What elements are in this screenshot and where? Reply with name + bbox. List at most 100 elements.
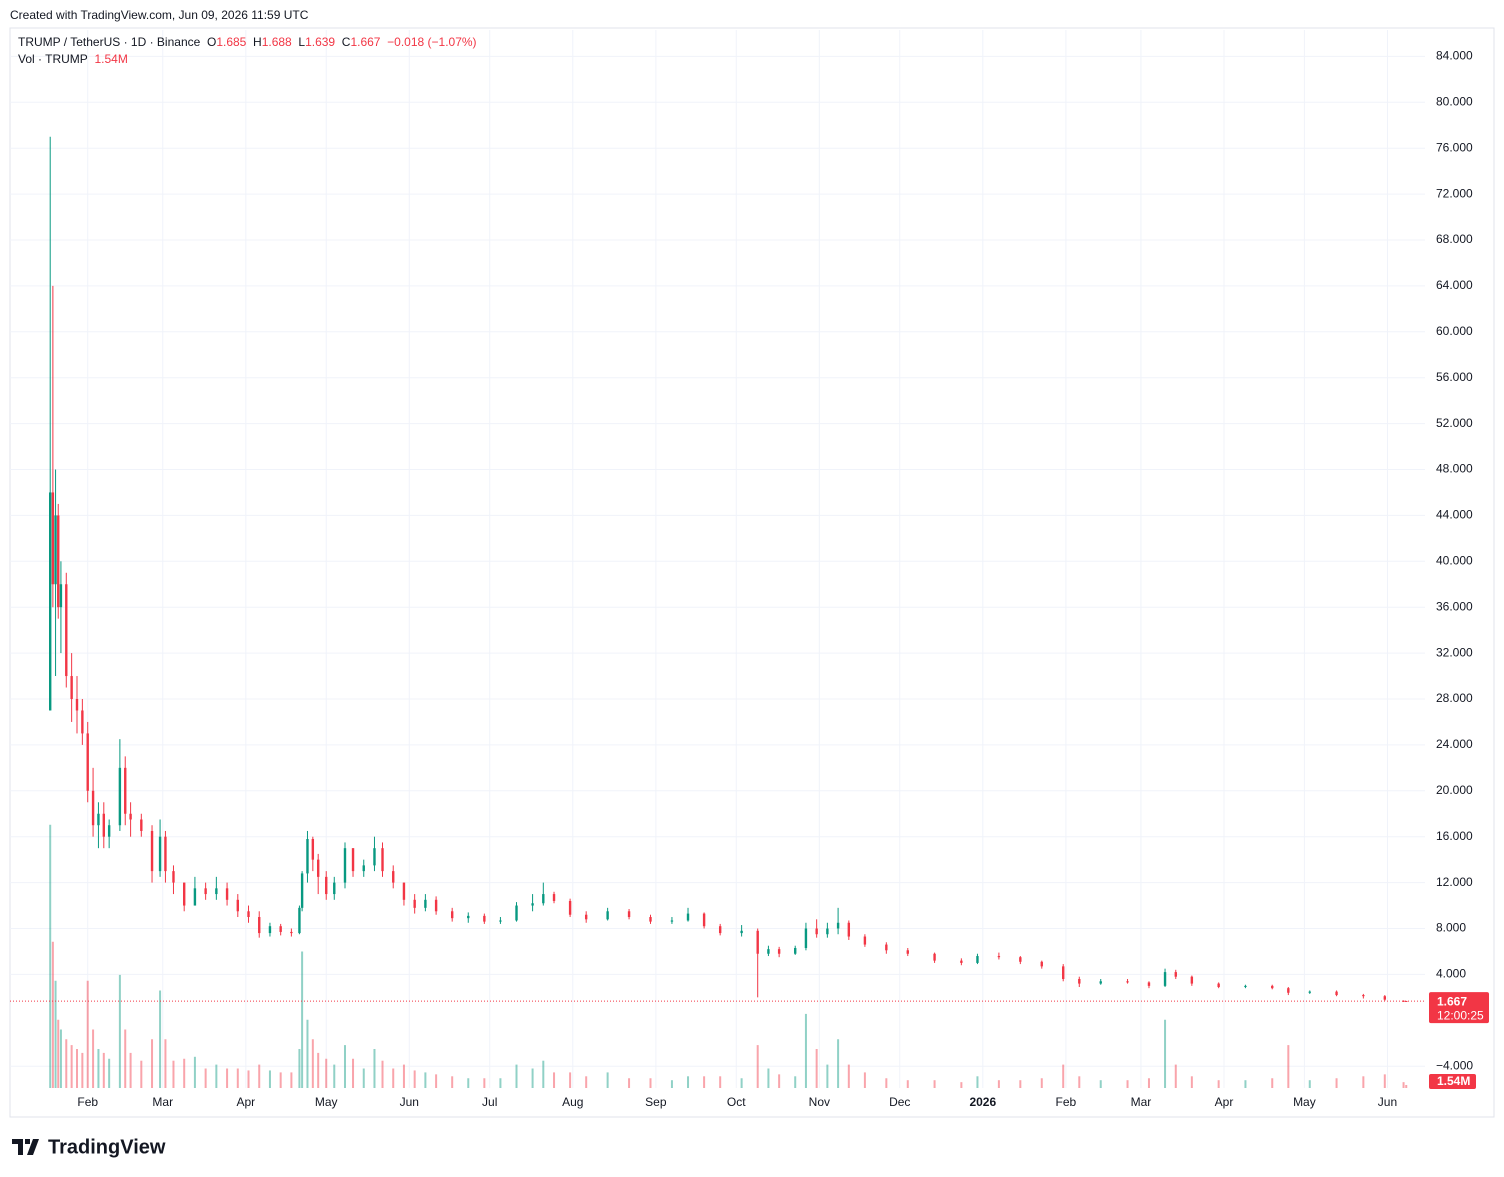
volume-bar bbox=[402, 1064, 405, 1088]
candle-body bbox=[140, 819, 143, 831]
candle-body bbox=[225, 888, 229, 900]
volume-bar bbox=[51, 941, 54, 1088]
y-tick-label: 40.000 bbox=[1436, 553, 1473, 567]
y-tick-label: 24.000 bbox=[1436, 737, 1473, 751]
volume-bar bbox=[1190, 1076, 1193, 1088]
candle-body bbox=[1174, 972, 1177, 977]
candle-body bbox=[129, 813, 132, 820]
candle-body bbox=[118, 767, 122, 826]
x-tick-label: Mar bbox=[152, 1095, 173, 1109]
countdown: 12:00:25 bbox=[1437, 1008, 1484, 1022]
volume-bar bbox=[392, 1068, 395, 1088]
volume-bar bbox=[1287, 1045, 1290, 1088]
volume-bar bbox=[306, 1019, 309, 1088]
volume-bar bbox=[606, 1072, 609, 1088]
y-tick-label: 72.000 bbox=[1436, 186, 1473, 200]
volume-bar bbox=[1078, 1076, 1081, 1088]
x-tick-label: Oct bbox=[727, 1095, 746, 1109]
candle-body bbox=[499, 920, 502, 922]
candle-body bbox=[450, 911, 454, 919]
y-tick-label: 56.000 bbox=[1436, 370, 1473, 384]
candle-body bbox=[48, 492, 52, 711]
volume-bar bbox=[863, 1072, 866, 1088]
x-tick-label: Nov bbox=[809, 1095, 830, 1109]
candle-body bbox=[124, 767, 127, 814]
volume-bar bbox=[976, 1076, 979, 1088]
candle-body bbox=[777, 949, 781, 954]
volume-bar bbox=[124, 1029, 127, 1088]
x-tick-label: Dec bbox=[889, 1095, 910, 1109]
volume-bar bbox=[97, 1049, 100, 1088]
candle-body bbox=[1126, 981, 1129, 983]
candle-body bbox=[413, 899, 416, 908]
candle-body bbox=[836, 922, 840, 929]
volume-bar bbox=[108, 1058, 111, 1088]
candle-body bbox=[57, 515, 60, 608]
candle-body bbox=[686, 913, 690, 921]
x-tick-label: Jun bbox=[1378, 1095, 1397, 1109]
volume-bar bbox=[118, 974, 121, 1088]
volume-bar bbox=[311, 1039, 314, 1088]
x-tick-label: 2026 bbox=[969, 1095, 996, 1109]
candle-body bbox=[960, 960, 963, 963]
candle-body bbox=[976, 956, 979, 963]
volume-bar bbox=[102, 1052, 105, 1088]
candle-body bbox=[1040, 961, 1043, 967]
volume-bar bbox=[837, 1039, 840, 1088]
volume-bar bbox=[467, 1078, 470, 1088]
candle-body bbox=[373, 848, 376, 866]
volume-bar bbox=[483, 1078, 486, 1088]
volume-bar bbox=[542, 1060, 545, 1088]
volume-bar bbox=[778, 1074, 781, 1088]
c-key: C bbox=[341, 35, 351, 49]
candle-body bbox=[107, 825, 111, 837]
candle-body bbox=[1308, 991, 1311, 993]
candle-body bbox=[258, 917, 261, 934]
volume-bar bbox=[140, 1060, 143, 1088]
y-tick-label: 52.000 bbox=[1436, 416, 1473, 430]
candle-body bbox=[86, 733, 89, 791]
candle-body bbox=[325, 876, 328, 895]
volume-bar bbox=[585, 1076, 588, 1088]
volume-bar bbox=[236, 1068, 239, 1088]
candle-body bbox=[670, 920, 674, 922]
y-tick-label: 8.000 bbox=[1436, 921, 1466, 935]
candle-body bbox=[794, 948, 797, 954]
candle-body bbox=[351, 848, 355, 872]
volume-bar bbox=[183, 1058, 186, 1088]
candle-body bbox=[1402, 1000, 1405, 1002]
y-tick-label: 44.000 bbox=[1436, 508, 1473, 522]
x-tick-label: Mar bbox=[1131, 1095, 1152, 1109]
y-tick-label: 84.000 bbox=[1436, 49, 1473, 63]
candle-body bbox=[1244, 985, 1247, 988]
y-tick-label: 20.000 bbox=[1436, 783, 1473, 797]
volume-bar bbox=[54, 980, 57, 1088]
volume-bar bbox=[1147, 1078, 1150, 1088]
candle-body bbox=[306, 838, 309, 874]
volume-bar bbox=[59, 1029, 62, 1088]
candle-body bbox=[552, 894, 556, 901]
volume-bar bbox=[164, 1039, 167, 1088]
volume-bar bbox=[1126, 1080, 1129, 1088]
candle-body bbox=[815, 928, 818, 935]
candle-body bbox=[172, 871, 175, 883]
volume-bar bbox=[1383, 1074, 1386, 1088]
candle-body bbox=[826, 928, 829, 935]
volume-bar bbox=[75, 1049, 78, 1088]
volume-bar bbox=[756, 1045, 759, 1088]
candle-body bbox=[158, 836, 162, 872]
volume-bar bbox=[515, 1064, 518, 1088]
volume-bar bbox=[1402, 1082, 1405, 1088]
y-tick-label: 68.000 bbox=[1436, 232, 1473, 246]
price-label: 1.667 bbox=[1437, 994, 1467, 1008]
candle-body bbox=[1287, 988, 1290, 993]
candle-body bbox=[542, 894, 545, 904]
candle-body bbox=[193, 888, 197, 906]
l-key: L bbox=[298, 35, 306, 49]
candle-body bbox=[906, 950, 909, 954]
y-tick-label: 60.000 bbox=[1436, 324, 1473, 338]
volume-bar bbox=[933, 1080, 936, 1088]
candle-body bbox=[81, 710, 84, 734]
